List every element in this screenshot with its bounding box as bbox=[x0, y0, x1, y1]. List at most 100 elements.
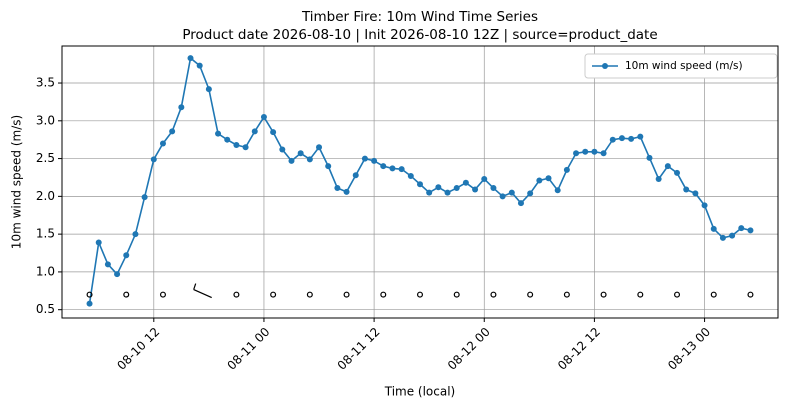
y-tick-label: 0.5 bbox=[36, 302, 55, 316]
data-point bbox=[123, 252, 130, 259]
wind-barb bbox=[490, 291, 497, 298]
series-line bbox=[88, 56, 751, 304]
data-point bbox=[270, 129, 277, 136]
legend-box bbox=[584, 53, 778, 79]
data-point bbox=[582, 148, 589, 155]
y-tick-label: 2.0 bbox=[36, 189, 55, 203]
data-point bbox=[444, 189, 451, 196]
legend-marker bbox=[602, 63, 608, 69]
data-point bbox=[655, 175, 662, 182]
data-point bbox=[692, 190, 699, 197]
x-tick-label: 08-10 12 bbox=[114, 325, 162, 373]
wind-barb bbox=[417, 291, 424, 298]
wind-barb bbox=[270, 291, 277, 298]
wind-barb bbox=[674, 291, 681, 298]
data-point bbox=[215, 130, 222, 137]
wind-barb bbox=[306, 291, 313, 298]
data-point bbox=[178, 104, 185, 111]
data-point bbox=[563, 166, 570, 173]
y-tick-label: 2.5 bbox=[36, 151, 55, 165]
data-point bbox=[169, 128, 176, 135]
data-point bbox=[453, 185, 460, 192]
wind-barb bbox=[747, 291, 754, 298]
x-tick-label: 08-13 00 bbox=[665, 325, 713, 373]
wind-barb bbox=[86, 291, 93, 298]
data-point bbox=[738, 225, 745, 232]
wind-barb bbox=[123, 291, 130, 298]
data-point bbox=[646, 154, 653, 161]
data-point bbox=[205, 86, 212, 93]
wind-barb bbox=[233, 291, 240, 298]
y-axis-label: 10m wind speed (m/s) bbox=[10, 115, 24, 249]
x-tick-label: 08-12 00 bbox=[445, 325, 493, 373]
data-point bbox=[334, 185, 341, 192]
data-point bbox=[462, 179, 469, 186]
data-point bbox=[472, 186, 479, 193]
legend-label: 10m wind speed (m/s) bbox=[625, 60, 743, 72]
y-tick-label: 1.0 bbox=[36, 264, 55, 278]
data-point bbox=[251, 128, 258, 135]
data-point bbox=[141, 194, 148, 201]
data-point bbox=[389, 165, 396, 172]
wind-barb bbox=[527, 291, 534, 298]
data-point bbox=[554, 187, 561, 194]
data-point bbox=[747, 227, 754, 234]
data-point bbox=[260, 114, 267, 121]
data-point bbox=[600, 150, 607, 157]
chart-subtitle: Product date 2026-08-10 | Init 2026-08-1… bbox=[182, 27, 657, 43]
data-point bbox=[729, 232, 736, 239]
wind-barb bbox=[600, 291, 607, 298]
wind-barb bbox=[159, 291, 166, 298]
data-point bbox=[545, 175, 552, 182]
data-point bbox=[499, 193, 506, 200]
x-tick-label: 08-12 12 bbox=[555, 325, 603, 373]
wind-barb bbox=[710, 291, 717, 298]
y-tick-label: 1.5 bbox=[36, 227, 55, 241]
data-point bbox=[279, 146, 286, 153]
data-point bbox=[150, 156, 157, 163]
data-point bbox=[573, 150, 580, 157]
data-point bbox=[159, 140, 166, 147]
data-point bbox=[508, 189, 515, 196]
y-tick-label: 3.0 bbox=[36, 113, 55, 127]
data-point bbox=[95, 239, 102, 246]
data-point bbox=[435, 184, 442, 191]
data-point bbox=[517, 200, 524, 207]
data-point bbox=[196, 62, 203, 69]
data-point bbox=[490, 185, 497, 192]
data-point bbox=[674, 169, 681, 176]
wind-barb-flag bbox=[193, 283, 197, 290]
data-point bbox=[233, 141, 240, 148]
data-point bbox=[637, 133, 644, 140]
wind-barb bbox=[380, 291, 387, 298]
wind-barb bbox=[453, 291, 460, 298]
data-point bbox=[187, 55, 194, 62]
data-point bbox=[316, 144, 323, 151]
data-point bbox=[224, 136, 231, 143]
data-point bbox=[361, 155, 368, 162]
data-point bbox=[86, 300, 93, 307]
data-point bbox=[371, 157, 378, 164]
data-point bbox=[710, 225, 717, 232]
data-point bbox=[628, 135, 635, 142]
data-point bbox=[527, 190, 534, 197]
data-point bbox=[417, 181, 423, 188]
data-point bbox=[701, 202, 708, 209]
data-point bbox=[114, 271, 121, 278]
x-axis-label: Time (local) bbox=[384, 385, 456, 399]
data-point bbox=[664, 163, 671, 170]
data-point bbox=[609, 136, 616, 143]
wind-barb bbox=[343, 291, 350, 298]
data-point bbox=[398, 166, 405, 173]
data-point bbox=[380, 163, 387, 170]
data-point bbox=[297, 150, 304, 157]
data-point bbox=[242, 144, 249, 151]
wind-barb bbox=[193, 289, 212, 299]
data-point bbox=[426, 189, 433, 196]
data-point bbox=[325, 163, 332, 170]
x-tick-label: 08-11 00 bbox=[224, 325, 272, 373]
data-point bbox=[536, 177, 543, 184]
data-point bbox=[343, 188, 350, 195]
data-point bbox=[306, 156, 313, 163]
